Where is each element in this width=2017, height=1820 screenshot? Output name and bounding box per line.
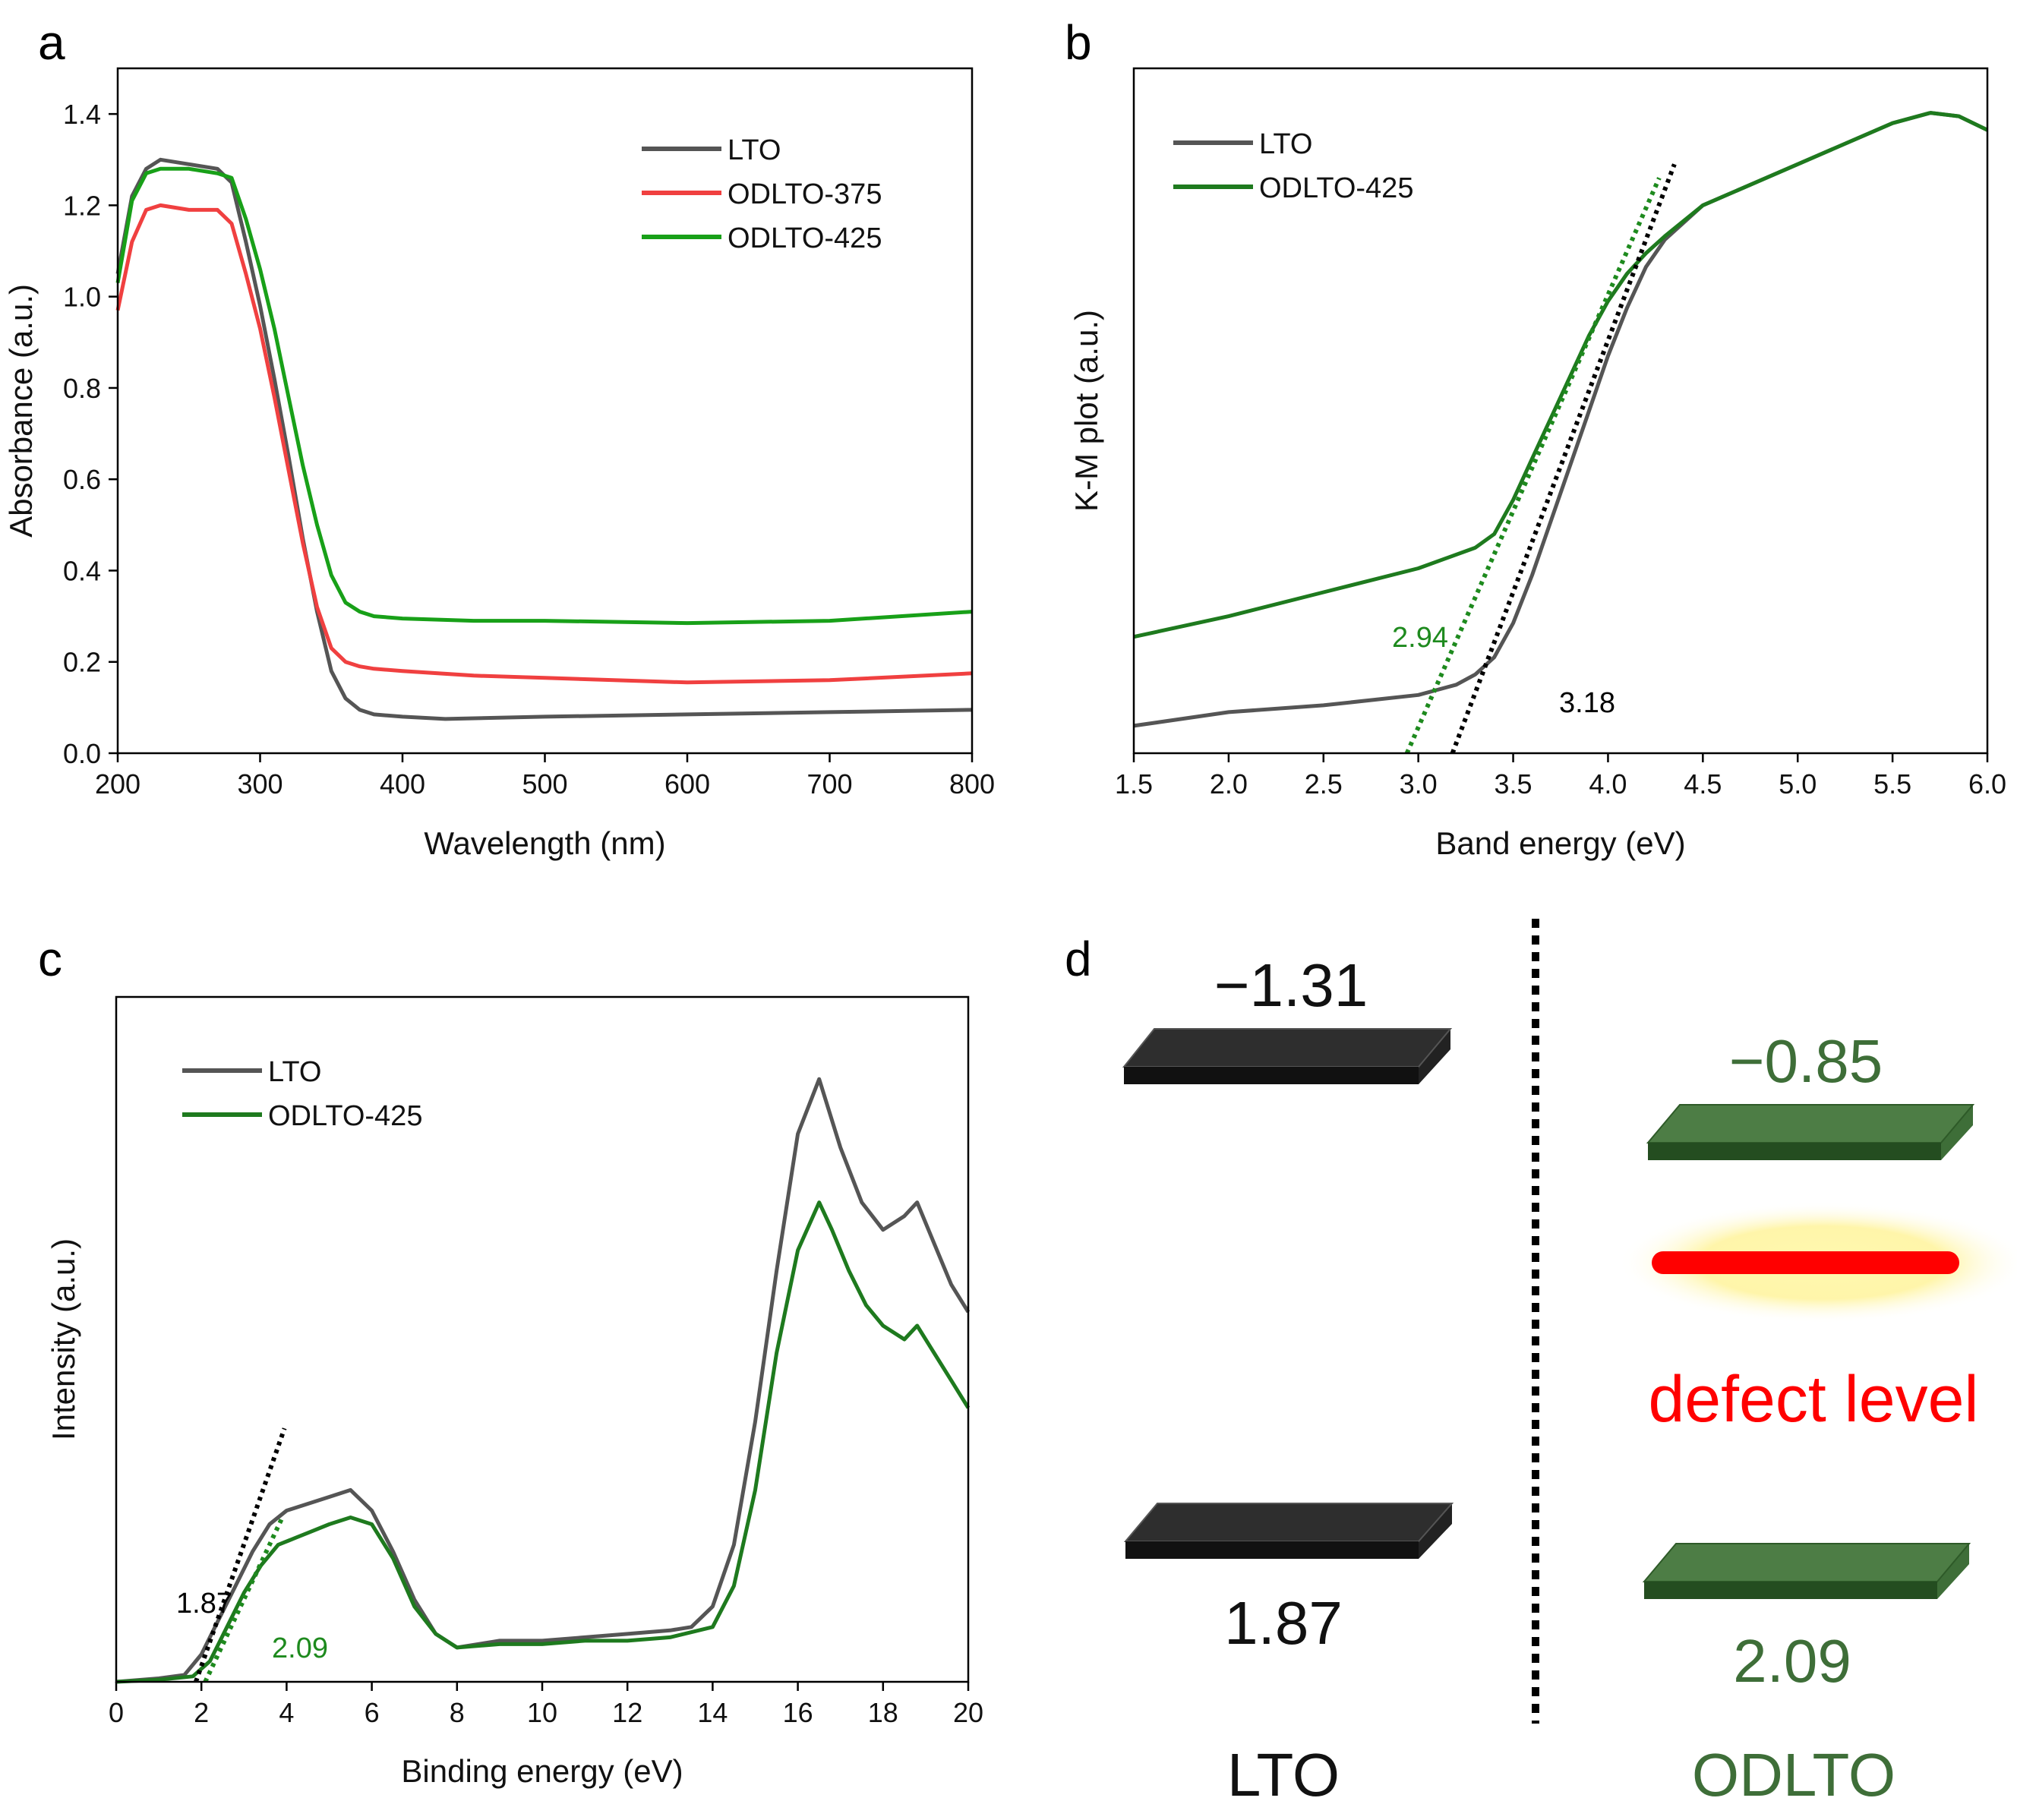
series-line-odlto-425	[115, 166, 973, 626]
x-tick-label: 700	[806, 768, 852, 800]
fit-line-2.09	[203, 1516, 285, 1683]
legend-label: LTO	[1259, 128, 1312, 160]
x-axis-label: Wavelength (nm)	[424, 825, 665, 861]
chart-b-km-plot: 2.94 3.18 1.5 2.0 2.5 3.0 3.5 4.0 4.5 5.0 5.5 6.0 Ba…	[1068, 67, 2006, 861]
odlto-label: ODLTO	[1692, 1741, 1895, 1809]
x-tick-label: 4.5	[1684, 768, 1722, 800]
x-tick-label: 2	[194, 1697, 209, 1728]
chart-c-xps-valence: 1.87 2.09 0 2 4 6 8 10 12 14 16 18 20 Binding energy …	[46, 995, 983, 1789]
series-line-lto	[115, 1077, 971, 1684]
lto-vb-value: 1.87	[1224, 1589, 1343, 1657]
panel-letter-d: d	[1065, 932, 1092, 986]
y-axis-label: Absorbance (a.u.)	[3, 284, 39, 538]
x-tick-label: 4.0	[1589, 768, 1627, 800]
lto-cb-band	[1122, 1028, 1453, 1084]
y-axis-label: K-M plot (a.u.)	[1068, 310, 1104, 512]
x-tick-label: 8	[450, 1697, 465, 1728]
x-tick-label: 500	[522, 768, 567, 800]
series-line-odlto-425	[115, 1200, 971, 1684]
x-tick-label: 3.5	[1495, 768, 1532, 800]
x-axis-label: Binding energy (eV)	[401, 1753, 683, 1789]
fit-label-2.09: 2.09	[272, 1632, 328, 1664]
y-tick-label: 0.2	[63, 647, 101, 678]
odlto-cb-band	[1646, 1104, 1975, 1160]
plot-frame	[115, 995, 970, 1683]
panel-letter-a: a	[38, 15, 65, 70]
legend-label: LTO	[268, 1056, 321, 1088]
x-tick-label: 5.0	[1779, 768, 1817, 800]
x-tick-label: 18	[868, 1697, 898, 1728]
x-tick-label: 6.0	[1968, 768, 2006, 800]
x-tick-label: 10	[527, 1697, 557, 1728]
band-diagram: −1.31 1.87 LTO −0.85 defect level	[1122, 919, 2017, 1809]
x-tick-label: 20	[953, 1697, 983, 1728]
panel-letter-c: c	[38, 932, 62, 986]
x-tick-label: 200	[95, 768, 140, 800]
plot-frame	[116, 67, 974, 755]
y-tick-label: 0.8	[63, 373, 101, 404]
legend-label: ODLTO-425	[268, 1100, 422, 1132]
y-tick-label: 0.0	[63, 738, 101, 769]
y-tick-label: 1.0	[63, 282, 101, 313]
panel-letter-b: b	[1065, 15, 1092, 70]
fit-line-2.94	[1404, 177, 1662, 755]
y-tick-label: 0.4	[63, 555, 101, 586]
x-tick-label: 4	[279, 1697, 294, 1728]
x-tick-label: 5.5	[1873, 768, 1911, 800]
x-tick-label: 1.5	[1115, 768, 1153, 800]
x-tick-label: 12	[612, 1697, 642, 1728]
chart-a-absorbance: 200 300 400 500 600 700 800 0.0 0.2 0.4 0.6 0.8 1.0 1…	[3, 67, 995, 861]
defect-level-label: defect level	[1648, 1363, 1978, 1436]
odlto-vb-band	[1642, 1543, 1971, 1599]
fit-line-1.87	[194, 1427, 287, 1683]
defect-level-bar	[1652, 1251, 1959, 1274]
odlto-cb-value: −0.85	[1729, 1027, 1883, 1095]
y-tick-label: 0.6	[63, 464, 101, 495]
x-tick-label: 600	[664, 768, 710, 800]
lto-cb-value: −1.31	[1214, 951, 1368, 1019]
y-tick-label: 1.4	[63, 99, 101, 130]
fit-label-3.18: 3.18	[1559, 687, 1615, 719]
odlto-vb-value: 2.09	[1733, 1627, 1851, 1695]
legend-label: ODLTO-375	[728, 178, 882, 210]
y-tick-label: 1.2	[63, 190, 101, 221]
x-tick-label: 6	[365, 1697, 380, 1728]
legend-label: ODLTO-425	[1259, 172, 1413, 204]
fit-line-3.18	[1450, 163, 1677, 755]
y-axis-label: Intensity (a.u.)	[46, 1238, 81, 1440]
x-tick-label: 3.0	[1400, 768, 1438, 800]
x-tick-label: 300	[237, 768, 283, 800]
x-tick-label: 2.0	[1210, 768, 1248, 800]
x-tick-label: 2.5	[1305, 768, 1343, 800]
fit-label-2.94: 2.94	[1392, 622, 1448, 654]
lto-label: LTO	[1227, 1741, 1340, 1809]
series-line-odlto-425	[1133, 111, 1989, 639]
legend-label: ODLTO-425	[728, 222, 882, 254]
x-tick-label: 0	[109, 1697, 124, 1728]
x-tick-label: 400	[380, 768, 425, 800]
x-tick-label: 800	[949, 768, 995, 800]
legend-label: LTO	[728, 134, 781, 166]
x-axis-label: Band energy (eV)	[1435, 825, 1685, 861]
x-tick-label: 16	[783, 1697, 813, 1728]
fit-label-1.87: 1.87	[176, 1588, 232, 1620]
series-line-lto	[1133, 111, 1989, 728]
x-tick-label: 14	[697, 1697, 728, 1728]
plot-frame	[1132, 67, 1989, 755]
series-line-odlto-375	[115, 203, 973, 685]
lto-vb-band	[1123, 1503, 1454, 1559]
